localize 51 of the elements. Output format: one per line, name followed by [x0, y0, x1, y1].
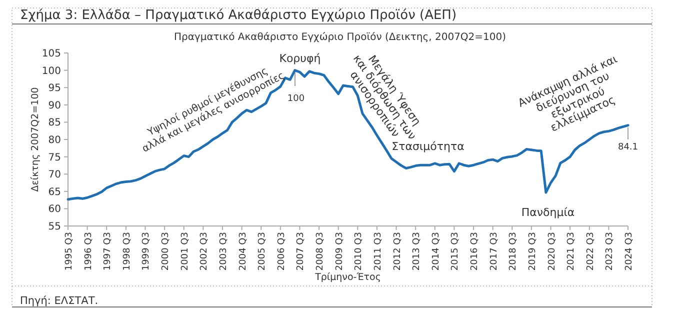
y-tick-label: 90 — [48, 100, 61, 112]
x-tick-label: 2009 Q3 — [334, 232, 345, 271]
chart-title: Σχήμα 3: Ελλάδα – Πραγματικό Ακαθάριστο Εγχώριο Προϊόν (ΑΕΠ) — [20, 8, 457, 23]
x-tick-label: 2015 Q3 — [450, 232, 461, 271]
x-tick-label: 2003 Q3 — [218, 232, 229, 271]
x-tick-label: 2024 Q3 — [624, 232, 634, 271]
x-tick-label: 2021 Q3 — [566, 232, 577, 271]
y-tick-label: 55 — [48, 222, 61, 232]
x-tick-label: 2016 Q3 — [470, 232, 480, 271]
annotation: Κορυφή — [279, 52, 321, 65]
x-tick-label: 2017 Q3 — [489, 232, 500, 271]
x-tick-label: 1998 Q3 — [122, 232, 132, 271]
y-tick-label: 75 — [48, 152, 61, 164]
x-tick-label: 2008 Q3 — [316, 232, 326, 271]
x-tick-label: 2001 Q3 — [180, 232, 190, 271]
y-tick-label: 80 — [48, 135, 61, 146]
x-tick-label: 2005 Q3 — [258, 232, 268, 271]
x-axis-title: Τρίμηνο-Έτος — [314, 272, 381, 283]
y-tick-label: 65 — [48, 186, 61, 198]
x-tick-label: 2000 Q3 — [161, 232, 172, 271]
y-tick-label: 60 — [48, 204, 61, 216]
x-tick-label: 2018 Q3 — [508, 232, 519, 271]
x-tick-label: 2007 Q3 — [296, 232, 306, 271]
x-tick-label: 2019 Q3 — [528, 232, 538, 271]
y-tick-label: 100 — [42, 66, 61, 77]
x-tick-label: 1995 Q3 — [64, 232, 74, 271]
x-tick-label: 2023 Q3 — [605, 232, 616, 271]
y-tick-label: 85 — [48, 118, 61, 129]
x-tick-label: 2012 Q3 — [392, 232, 403, 271]
x-tick-label: 2014 Q3 — [431, 232, 442, 271]
x-tick-label: 2010 Q3 — [354, 232, 364, 271]
x-tick-label: 1999 Q3 — [142, 232, 152, 271]
x-tick-label: 2006 Q3 — [276, 232, 287, 271]
annotation: Στασιμότητα — [392, 140, 464, 153]
x-tick-label: 2013 Q3 — [412, 232, 422, 271]
y-axis-title: Δείκτης 2007Q2=100 — [30, 87, 41, 192]
x-tick-label: 1997 Q3 — [103, 232, 114, 271]
x-tick-label: 2004 Q3 — [238, 232, 248, 271]
x-tick-label: 2020 Q3 — [547, 232, 558, 271]
text: Πηγή: ΕΛΣΤΑΤ. — [20, 295, 98, 307]
x-tick-label: 2022 Q3 — [586, 232, 596, 271]
chart-subtitle: Πραγματικό Ακαθάριστο Εγχώριο Προϊόν (Δεικτης, 2007Q2=100) — [174, 32, 506, 43]
x-tick-label: 2002 Q3 — [200, 232, 210, 271]
annotation: 100 — [287, 94, 305, 104]
y-tick-label: 95 — [48, 83, 61, 94]
y-tick-label: 105 — [42, 48, 61, 60]
x-tick-label: 1996 Q3 — [84, 232, 94, 271]
annotation: 84.1 — [618, 142, 638, 152]
x-tick-label: 2011 Q3 — [373, 232, 384, 271]
y-tick-label: 70 — [48, 170, 61, 181]
annotation: Πανδημία — [521, 206, 575, 219]
